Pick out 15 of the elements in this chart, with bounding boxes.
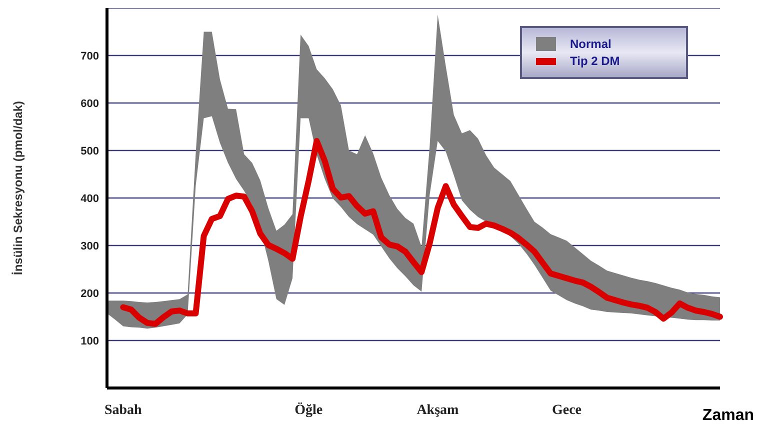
y-tick-label: 700 bbox=[80, 50, 99, 62]
x-tick-label: Akşam bbox=[416, 402, 460, 418]
y-axis-title: İnsülin Sekresyonu (pmol/dak) bbox=[11, 100, 25, 276]
x-tick-label: Sabah bbox=[104, 402, 142, 418]
legend-label: Tip 2 DM bbox=[570, 54, 620, 68]
y-tick-label: 500 bbox=[80, 145, 99, 158]
y-tick-label: 300 bbox=[80, 240, 99, 252]
x-tick-label: Öğle bbox=[294, 402, 323, 418]
y-tick-label: 100 bbox=[80, 335, 99, 348]
y-tick-label: 200 bbox=[80, 288, 99, 300]
x-axis-title: Zaman bbox=[702, 407, 754, 424]
x-tick-label: Gece bbox=[552, 402, 582, 418]
y-tick-label: 400 bbox=[80, 192, 99, 205]
legend-label: Normal bbox=[570, 37, 612, 51]
y-tick-label: 600 bbox=[80, 98, 99, 110]
